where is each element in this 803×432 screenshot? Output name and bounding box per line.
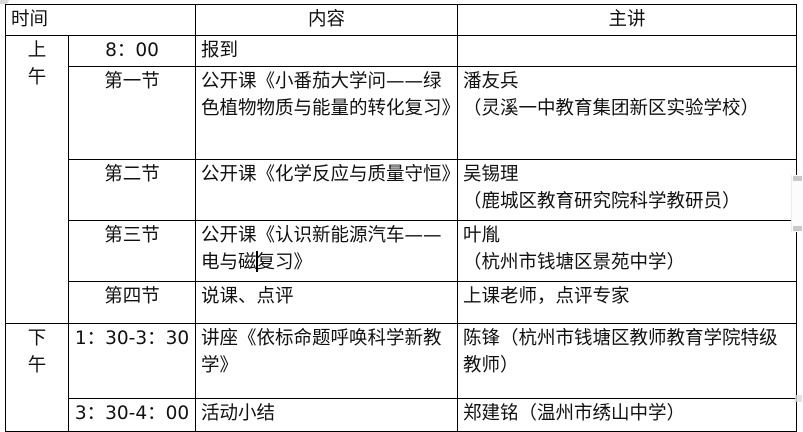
table-row: 第三节 公开课《认识新能源汽车——电与磁复习》 叶胤 （杭州市钱塘区景苑中学） — [6, 220, 798, 282]
content-cell-2[interactable]: 公开课《化学反应与质量守恒》 — [195, 159, 459, 221]
speaker-cell-1[interactable]: 潘友兵 （灵溪一中教育集团新区实验学校） — [457, 66, 798, 160]
table-row: 3：30-4：00 活动小结 郑建铭（温州市绣山中学） — [6, 398, 798, 432]
header-cell-content: 内容 — [195, 4, 459, 36]
content-cell-4[interactable]: 说课、点评 — [195, 281, 459, 324]
content-cell-0[interactable]: 报到 — [195, 35, 459, 67]
half-day-afternoon-line2: 午 — [27, 355, 47, 376]
table-row: 第四节 说课、点评 上课老师，点评专家 — [6, 281, 798, 324]
period-cell-0[interactable]: 8：00 — [67, 35, 197, 67]
period-cell-3[interactable]: 第三节 — [67, 220, 197, 282]
period-cell-6[interactable]: 3：30-4：00 — [67, 398, 197, 432]
text-caret — [255, 251, 258, 272]
half-day-cell-morning: 上午 — [5, 35, 69, 324]
half-day-afternoon-line1: 下 — [27, 328, 47, 349]
vertical-scrollbar-thumb-lower[interactable] — [793, 226, 802, 231]
schedule-table-container: 时间 内容 主讲 上午 8：00 报到 第一节 公开课《小番茄大学问——绿色植物… — [4, 4, 798, 432]
speaker-cell-4[interactable]: 上课老师，点评专家 — [457, 281, 798, 324]
header-cell-time: 时间 — [4, 4, 197, 36]
document-chrome-artifact-bottom-right — [795, 395, 802, 402]
content-cell-1[interactable]: 公开课《小番茄大学问——绿色植物物质与能量的转化复习》 — [195, 66, 459, 160]
vertical-scrollbar-track[interactable] — [791, 175, 803, 232]
schedule-table: 时间 内容 主讲 上午 8：00 报到 第一节 公开课《小番茄大学问——绿色植物… — [4, 4, 798, 432]
content-cell-3-after-caret: 复习》 — [256, 252, 313, 273]
table-row: 上午 8：00 报到 — [5, 35, 798, 324]
speaker-cell-0[interactable] — [457, 35, 798, 67]
half-day-cell-afternoon: 下午 — [5, 323, 69, 432]
vertical-scrollbar-thumb-upper[interactable] — [793, 176, 802, 181]
content-cell-6[interactable]: 活动小结 — [195, 398, 459, 432]
period-cell-4[interactable]: 第四节 — [67, 281, 197, 324]
period-cell-5[interactable]: 1：30-3：30 — [67, 323, 197, 399]
half-day-morning-line1: 上 — [27, 40, 47, 61]
document-chrome-artifact-top-left — [0, 0, 9, 4]
speaker-cell-2[interactable]: 吴锡理 （鹿城区教育研究院科学教研员） — [457, 159, 798, 221]
period-cell-1[interactable]: 第一节 — [67, 66, 197, 160]
header-cell-speaker: 主讲 — [457, 4, 798, 36]
table-header-row: 时间 内容 主讲 — [4, 4, 798, 36]
speaker-cell-5[interactable]: 陈锋（杭州市钱塘区教师教育学院特级教师） — [457, 323, 798, 399]
speaker-cell-6[interactable]: 郑建铭（温州市绣山中学） — [457, 398, 798, 432]
half-day-morning-line2: 午 — [27, 67, 47, 88]
content-cell-5[interactable]: 讲座《依标命题呼唤科学新教学》 — [195, 323, 459, 399]
table-row: 第二节 公开课《化学反应与质量守恒》 吴锡理 （鹿城区教育研究院科学教研员） — [6, 159, 798, 221]
table-row: 第一节 公开课《小番茄大学问——绿色植物物质与能量的转化复习》 潘友兵 （灵溪一… — [6, 66, 798, 160]
period-cell-2[interactable]: 第二节 — [67, 159, 197, 221]
table-row: 下午 1：30-3：30 讲座《依标命题呼唤科学新教学》 陈锋（杭州市钱塘区教师… — [5, 323, 798, 432]
speaker-cell-3[interactable]: 叶胤 （杭州市钱塘区景苑中学） — [457, 220, 798, 282]
content-cell-3[interactable]: 公开课《认识新能源汽车——电与磁复习》 — [195, 220, 459, 282]
content-cell-3-before-caret: 公开课《认识新能源汽车——电与磁 — [201, 225, 442, 273]
